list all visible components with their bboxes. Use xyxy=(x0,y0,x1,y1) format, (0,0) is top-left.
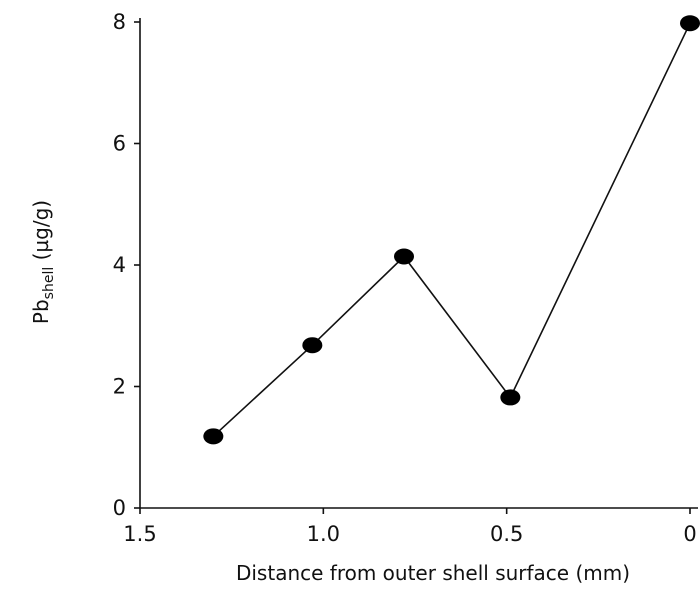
series xyxy=(203,15,700,445)
y-axis-title-main: Pb xyxy=(29,299,53,324)
y-tick-label: 8 xyxy=(113,10,126,34)
data-point xyxy=(203,428,224,445)
x-axis-title: Distance from outer shell surface (mm) xyxy=(236,561,630,585)
x-tick-label: 0 xyxy=(683,522,696,546)
series-line xyxy=(212,22,691,437)
x-tick-label: 0.5 xyxy=(490,522,523,546)
y-axis-title-subscript: shell xyxy=(41,267,57,300)
y-tick-label: 0 xyxy=(113,496,126,520)
data-point xyxy=(394,248,414,265)
axes: 0 2 4 6 8 1.5 1.0 0.5 0 xyxy=(113,10,698,546)
y-axis-title-unit: (µg/g) xyxy=(29,200,53,267)
y-tick-label: 4 xyxy=(113,253,126,277)
y-axis-title: Pbshell (µg/g) xyxy=(29,200,57,324)
data-point xyxy=(500,389,521,406)
data-point xyxy=(302,337,323,354)
data-point xyxy=(680,15,700,32)
y-tick-label: 6 xyxy=(113,132,126,156)
x-tick-label: 1.0 xyxy=(307,522,340,546)
y-tick-label: 2 xyxy=(113,375,126,399)
x-tick-label: 1.5 xyxy=(123,522,156,546)
